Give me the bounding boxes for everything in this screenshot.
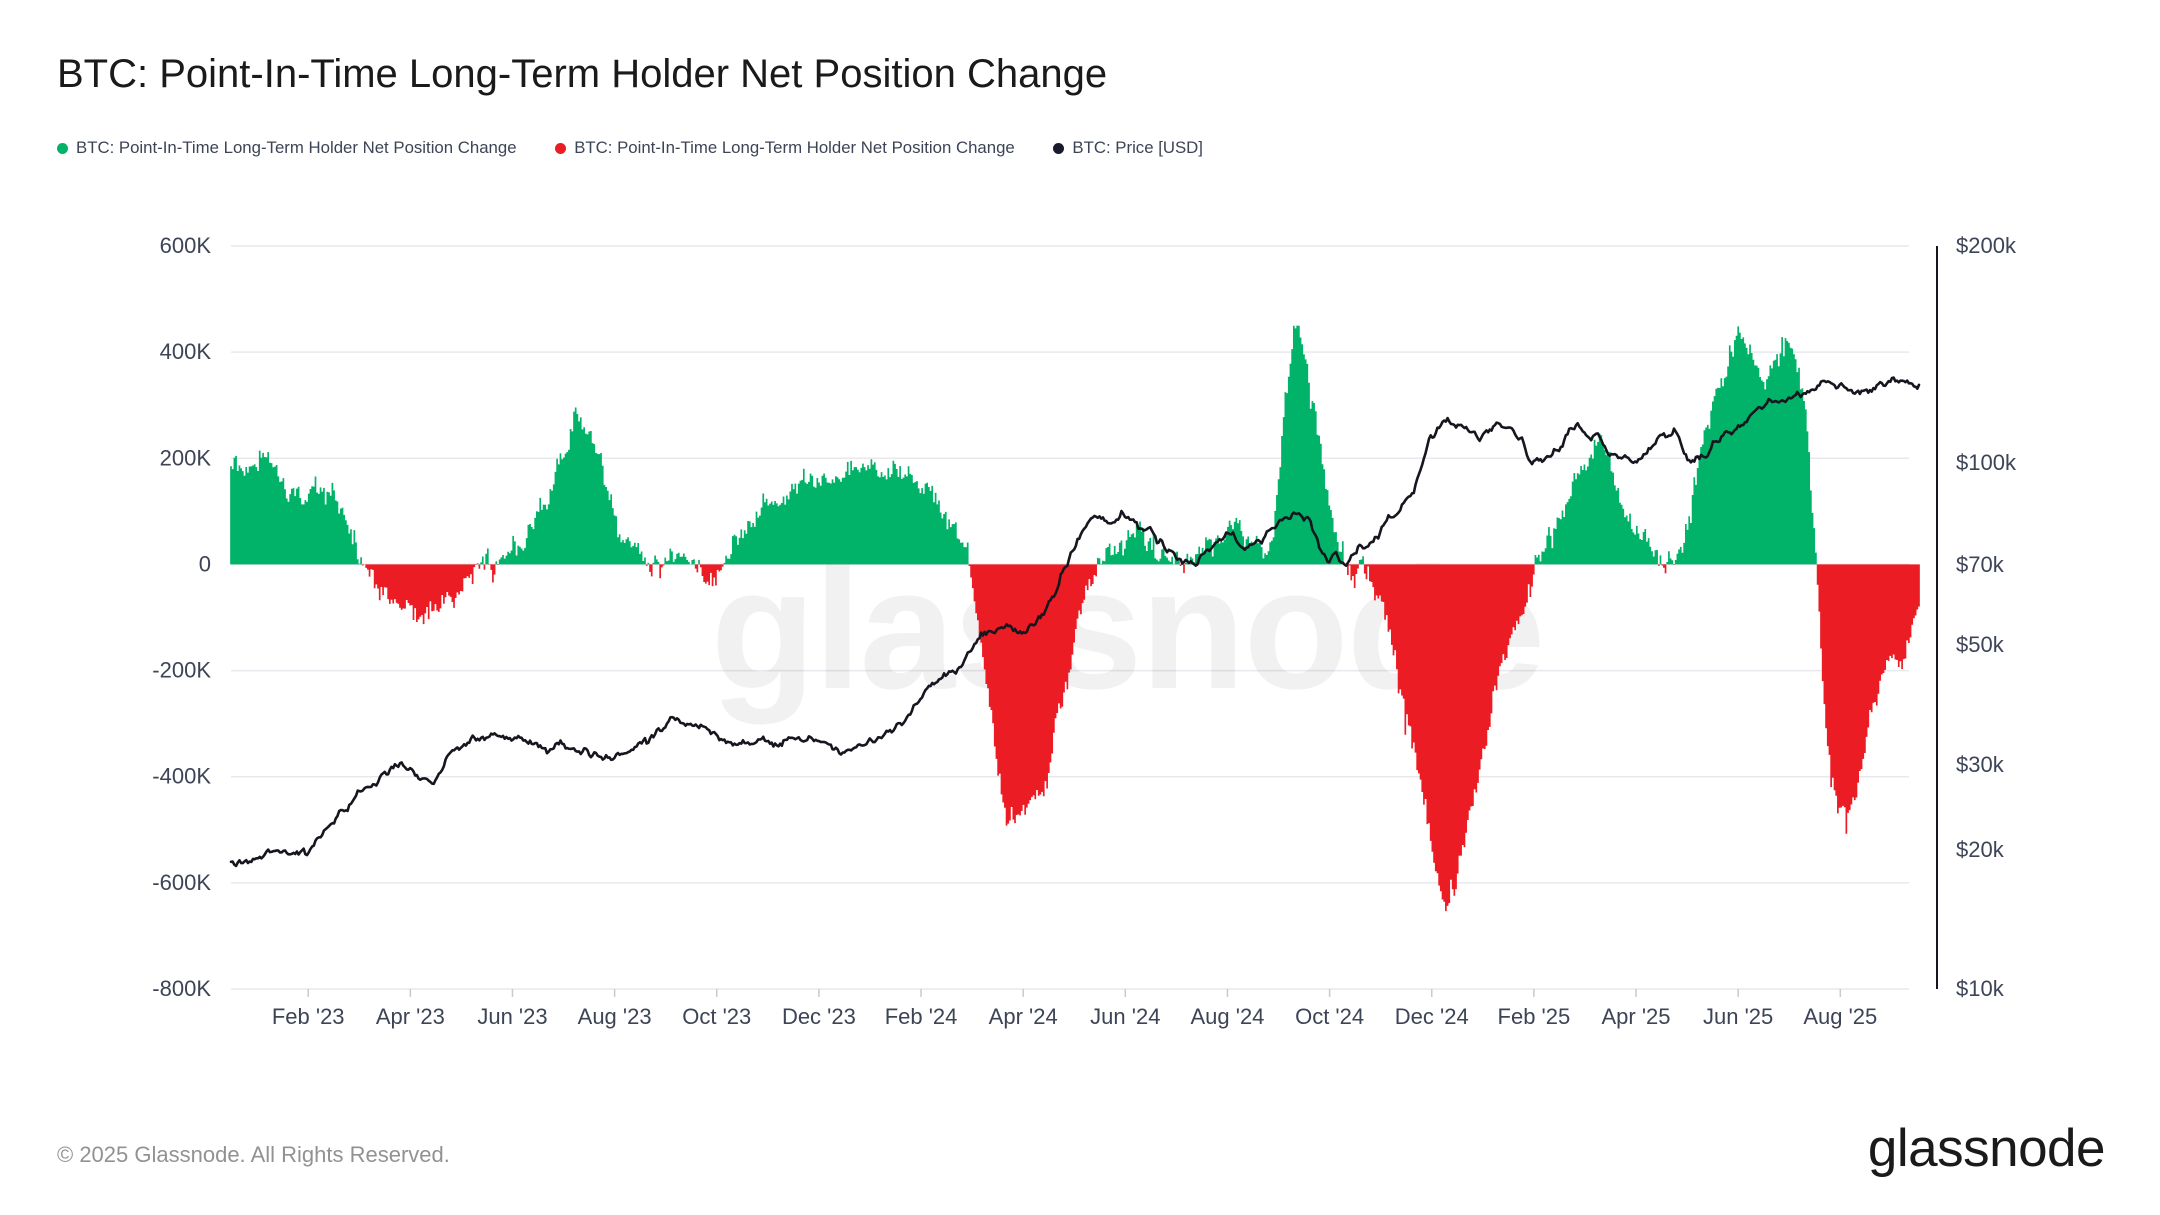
svg-text:$70k: $70k bbox=[1956, 552, 2005, 577]
svg-text:-400K: -400K bbox=[152, 764, 211, 789]
svg-text:Feb '23: Feb '23 bbox=[272, 1004, 345, 1029]
svg-text:Dec '23: Dec '23 bbox=[782, 1004, 856, 1029]
svg-text:400K: 400K bbox=[160, 339, 212, 364]
svg-text:Feb '24: Feb '24 bbox=[885, 1004, 958, 1029]
svg-text:Apr '23: Apr '23 bbox=[376, 1004, 445, 1029]
svg-text:0: 0 bbox=[199, 551, 211, 576]
svg-text:Oct '24: Oct '24 bbox=[1295, 1004, 1364, 1029]
svg-text:Oct '23: Oct '23 bbox=[682, 1004, 751, 1029]
svg-text:-600K: -600K bbox=[152, 870, 211, 895]
svg-text:Jun '24: Jun '24 bbox=[1090, 1004, 1160, 1029]
svg-text:-800K: -800K bbox=[152, 976, 211, 1001]
svg-text:$10k: $10k bbox=[1956, 976, 2005, 1001]
svg-text:Apr '25: Apr '25 bbox=[1602, 1004, 1671, 1029]
svg-text:Aug '24: Aug '24 bbox=[1190, 1004, 1264, 1029]
svg-text:Dec '24: Dec '24 bbox=[1395, 1004, 1469, 1029]
svg-text:Aug '25: Aug '25 bbox=[1803, 1004, 1877, 1029]
svg-text:600K: 600K bbox=[160, 233, 212, 258]
svg-text:Jun '23: Jun '23 bbox=[477, 1004, 547, 1029]
svg-text:Feb '25: Feb '25 bbox=[1498, 1004, 1571, 1029]
svg-text:$20k: $20k bbox=[1956, 837, 2005, 862]
svg-text:Apr '24: Apr '24 bbox=[989, 1004, 1058, 1029]
svg-text:$200k: $200k bbox=[1956, 233, 2017, 258]
svg-text:-200K: -200K bbox=[152, 658, 211, 683]
svg-text:200K: 200K bbox=[160, 445, 212, 470]
svg-text:Aug '23: Aug '23 bbox=[578, 1004, 652, 1029]
svg-text:$30k: $30k bbox=[1956, 752, 2005, 777]
svg-text:$50k: $50k bbox=[1956, 632, 2005, 657]
svg-text:$100k: $100k bbox=[1956, 450, 2017, 475]
svg-text:Jun '25: Jun '25 bbox=[1703, 1004, 1773, 1029]
